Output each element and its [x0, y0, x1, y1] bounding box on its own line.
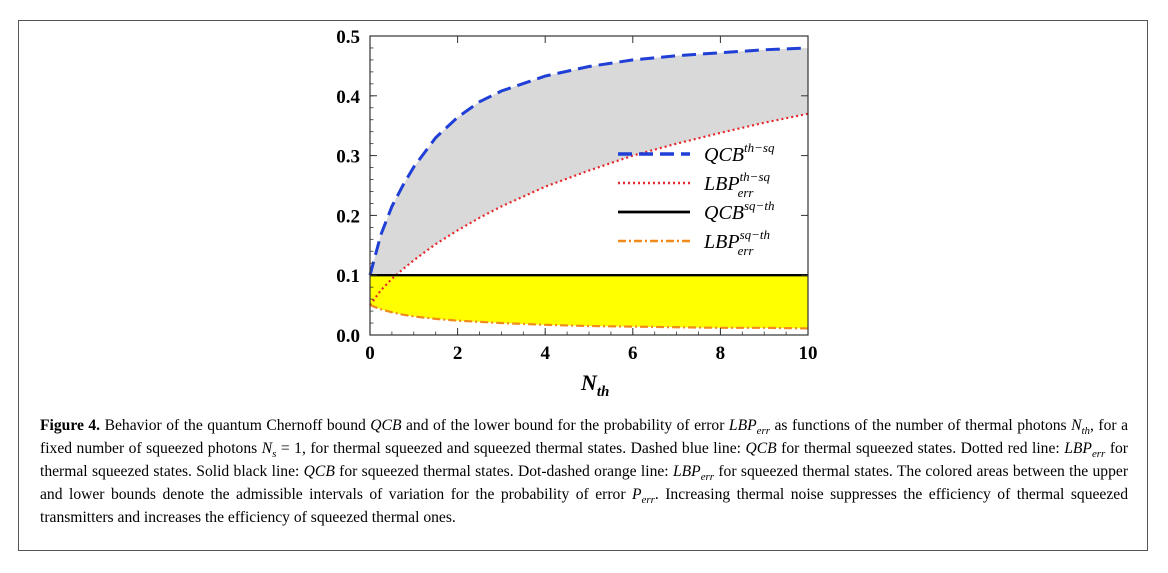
fill-region-1	[370, 275, 808, 329]
y-tick-label: 0.2	[336, 206, 360, 227]
x-axis-label: Nth	[580, 370, 609, 400]
series-line-0	[368, 46, 809, 276]
legend-label-0: QCBth−sq	[704, 140, 775, 166]
lbp-term: LBPerr	[728, 417, 770, 438]
ns-term: Ns	[261, 440, 277, 461]
y-tick-label: 0.3	[336, 147, 360, 168]
y-tick-label: 0.5	[336, 27, 360, 48]
qcb-term: QCB	[370, 417, 402, 434]
figure-label: Figure 4.	[40, 417, 101, 434]
y-tick-label: 0.0	[336, 326, 360, 347]
series-line-3	[369, 304, 809, 330]
figure-frame	[18, 20, 1148, 551]
ticks: 0 2 4 6 8 10 0.0 0.1 0.2 0.3 0.4 0.5	[336, 27, 817, 364]
perr-term: Perr	[631, 486, 655, 507]
x-tick-label: 10	[799, 343, 818, 364]
legend-label-3: LBPsq−th err	[703, 227, 770, 258]
legend-label-1: LBPth−sq err	[703, 169, 771, 200]
y-tick-label: 0.4	[336, 87, 360, 108]
fill-region-0	[370, 47, 808, 306]
chart: 0 2 4 6 8 10 0.0 0.1 0.2 0.3 0.4 0.5 QCBth−sq LBPth−…	[336, 27, 817, 400]
figure-caption: Figure 4. Behavior of the quantum Cherno…	[40, 417, 1129, 526]
x-tick-label: 8	[716, 343, 726, 364]
series-lines	[368, 46, 809, 330]
y-tick-label: 0.1	[336, 266, 360, 287]
x-tick-label: 6	[628, 343, 638, 364]
x-tick-label: 0	[365, 343, 375, 364]
x-tick-label: 2	[453, 343, 463, 364]
legend-label-2: QCBsq−th	[704, 198, 774, 224]
nth-term: Nth	[1071, 417, 1090, 438]
x-tick-label: 4	[540, 343, 550, 364]
fill-regions	[370, 47, 808, 329]
